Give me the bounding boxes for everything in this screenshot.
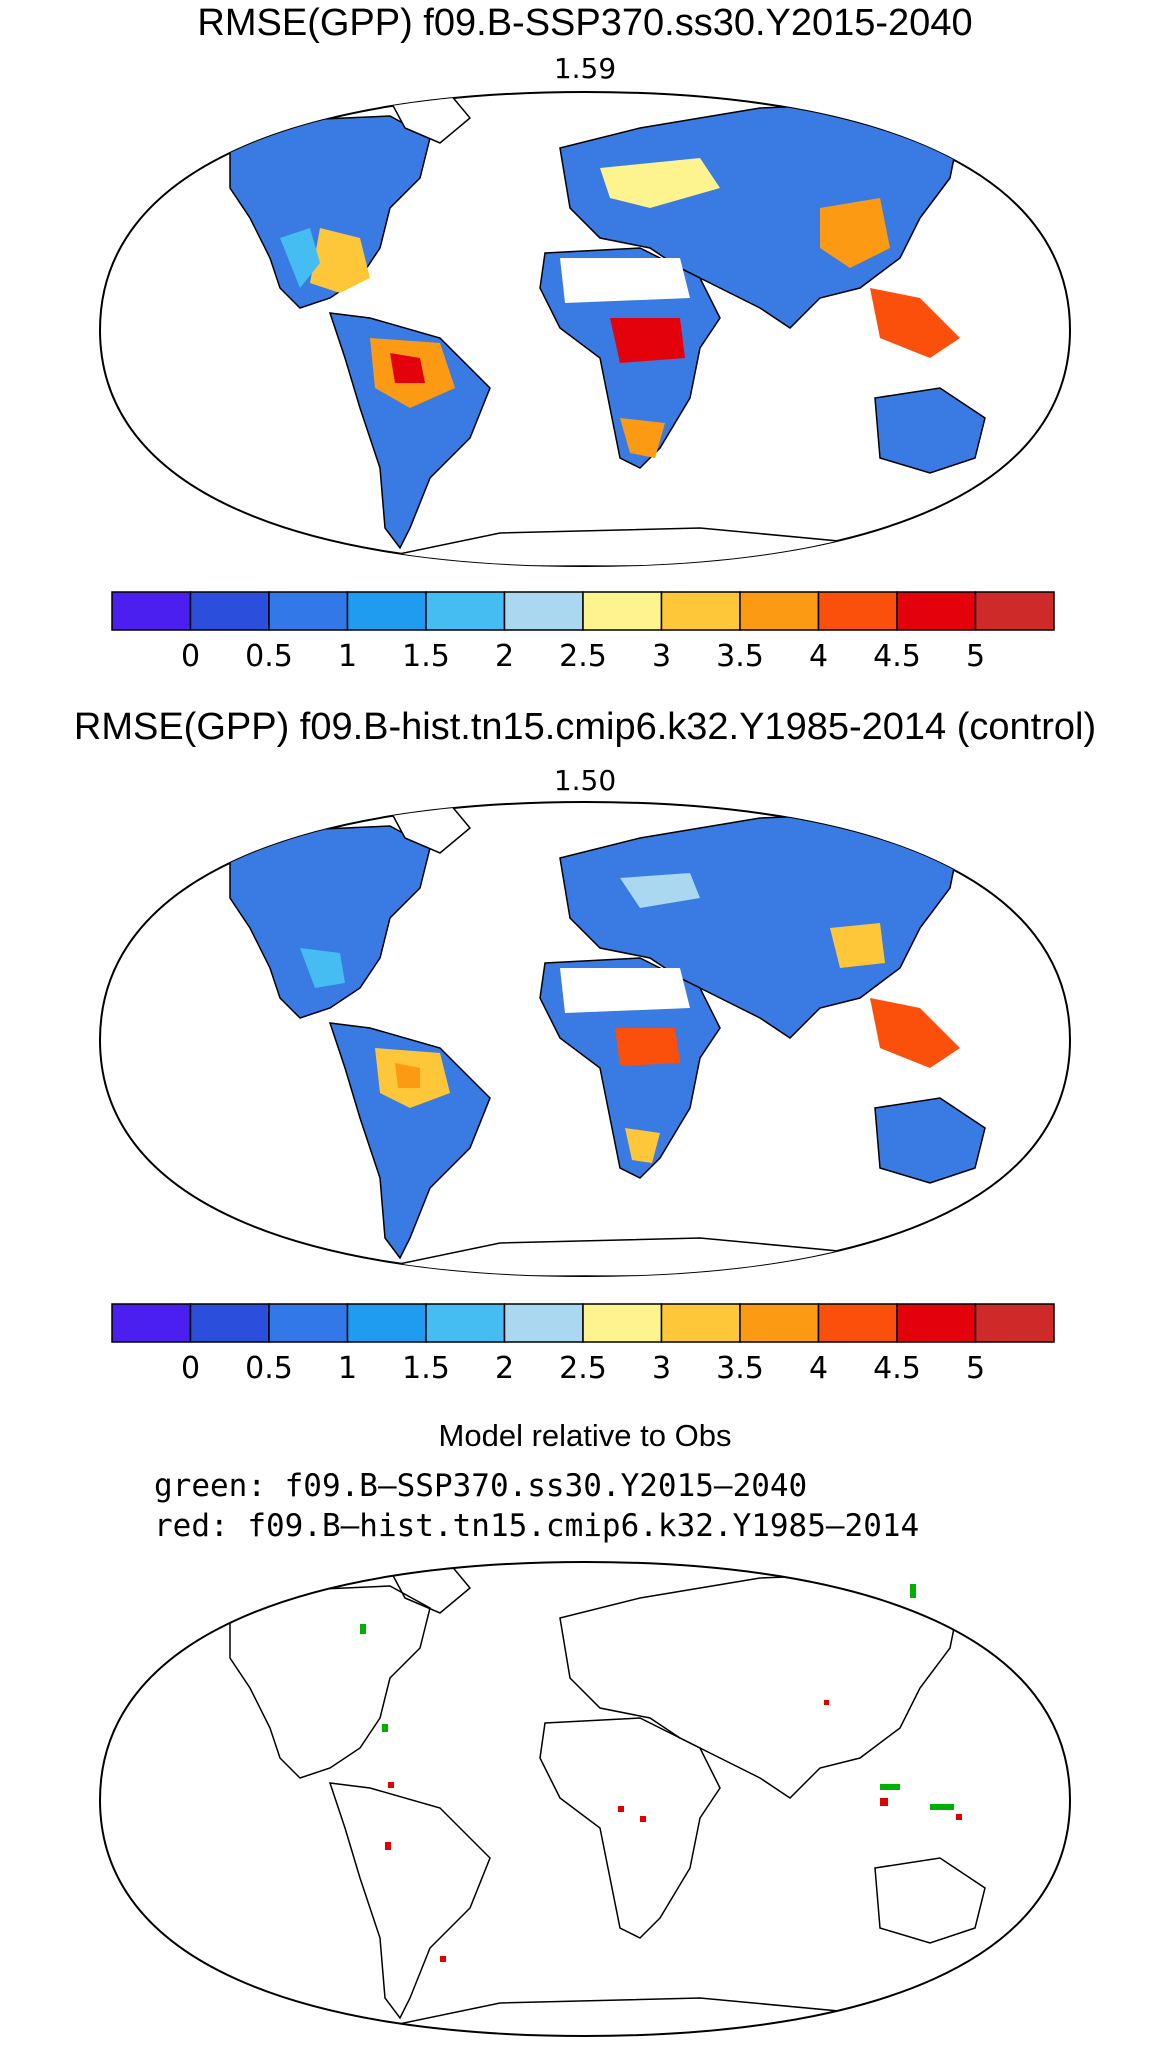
colorbar-tick-label: 4.5 bbox=[873, 639, 921, 674]
colorbar-swatch bbox=[660, 1303, 741, 1343]
colorbar-swatch bbox=[268, 591, 349, 631]
colorbar-tick-label: 2.5 bbox=[559, 1351, 607, 1386]
red-marker bbox=[640, 1816, 646, 1822]
colorbar-tick-label: 2.5 bbox=[559, 639, 607, 674]
colorbar-tick-label: 0 bbox=[181, 1351, 200, 1386]
colorbar-swatch bbox=[817, 1303, 898, 1343]
colorbar-tick-label: 5 bbox=[966, 1351, 985, 1386]
colorbar-tick-label: 1 bbox=[338, 639, 357, 674]
colorbar-swatch bbox=[503, 1303, 584, 1343]
colorbar-1: 0 0.5 1 1.5 2 2.5 3 3.5 4 4.5 5 bbox=[111, 591, 1055, 674]
colorbar-tick-label: 4 bbox=[809, 639, 828, 674]
colorbar-swatch bbox=[582, 1303, 663, 1343]
south-america bbox=[328, 312, 491, 550]
green-marker bbox=[880, 1784, 900, 1790]
map-comparison bbox=[98, 1560, 1072, 2038]
panel-1-value: 1.59 bbox=[553, 52, 617, 85]
colorbar-swatch bbox=[739, 1303, 820, 1343]
colorbar-tick-label: 1.5 bbox=[402, 639, 450, 674]
colorbar-tick-label: 4.5 bbox=[873, 1351, 921, 1386]
green-marker bbox=[360, 1624, 366, 1634]
colorbar-swatch bbox=[111, 1303, 192, 1343]
colorbar-swatch bbox=[503, 591, 584, 631]
green-marker bbox=[930, 1804, 954, 1810]
colorbar-tick-label: 2 bbox=[495, 639, 514, 674]
colorbar-swatch bbox=[346, 1303, 427, 1343]
colorbar-tick-label: 5 bbox=[966, 639, 985, 674]
colorbar-swatch bbox=[817, 591, 898, 631]
colorbar-tick-label: 0 bbox=[181, 639, 200, 674]
red-marker bbox=[618, 1806, 624, 1812]
comparison-red-label: red: f09.B—hist.tn15.cmip6.k32.Y1985—201… bbox=[154, 1508, 920, 1544]
red-marker bbox=[388, 1782, 394, 1788]
red-marker bbox=[385, 1842, 391, 1850]
globe-outline bbox=[98, 1560, 1072, 2038]
colorbar-swatch bbox=[111, 591, 192, 631]
colorbar-swatch bbox=[425, 591, 506, 631]
australia bbox=[874, 387, 986, 474]
panel-2-title: RMSE(GPP) f09.B-hist.tn15.cmip6.k32.Y198… bbox=[73, 706, 1097, 748]
colorbar-tick-label: 3.5 bbox=[716, 639, 764, 674]
red-marker bbox=[880, 1798, 888, 1806]
colorbar-2: 0 0.5 1 1.5 2 2.5 3 3.5 4 4.5 5 bbox=[111, 1303, 1055, 1386]
map-panel-1 bbox=[98, 90, 1072, 568]
colorbar-swatch bbox=[739, 591, 820, 631]
colorbar-swatch bbox=[346, 591, 427, 631]
map-panel-2 bbox=[98, 800, 1072, 1278]
colorbar-swatch bbox=[974, 1303, 1055, 1343]
red-marker bbox=[440, 1956, 446, 1962]
colorbar-swatch bbox=[974, 591, 1055, 631]
colorbar-tick-label: 0.5 bbox=[245, 639, 293, 674]
red-marker bbox=[956, 1814, 962, 1820]
colorbar-tick-label: 2 bbox=[495, 1351, 514, 1386]
colorbar-swatch bbox=[425, 1303, 506, 1343]
colorbar-tick-label: 4 bbox=[809, 1351, 828, 1386]
colorbar-swatch bbox=[189, 591, 270, 631]
colorbar-swatch bbox=[582, 591, 663, 631]
colorbar-swatch bbox=[660, 591, 741, 631]
colorbar-tick-label: 1.5 bbox=[402, 1351, 450, 1386]
comparison-green-label: green: f09.B—SSP370.ss30.Y2015—2040 bbox=[154, 1468, 808, 1504]
difference-markers bbox=[360, 1584, 962, 1962]
colorbar-tick-label: 3 bbox=[652, 1351, 671, 1386]
colorbar-swatch bbox=[189, 1303, 270, 1343]
colorbar-tick-label: 0.5 bbox=[245, 1351, 293, 1386]
green-marker bbox=[382, 1724, 388, 1732]
panel-2-value: 1.50 bbox=[553, 764, 617, 797]
colorbar-tick-label: 3 bbox=[652, 639, 671, 674]
panel-1-title: RMSE(GPP) f09.B-SSP370.ss30.Y2015-2040 bbox=[197, 2, 973, 44]
red-marker bbox=[824, 1700, 829, 1705]
colorbar-tick-label: 3.5 bbox=[716, 1351, 764, 1386]
green-marker bbox=[910, 1584, 916, 1598]
colorbar-tick-label: 1 bbox=[338, 1351, 357, 1386]
colorbar-swatch bbox=[896, 1303, 977, 1343]
colorbar-swatch bbox=[268, 1303, 349, 1343]
colorbar-swatch bbox=[896, 591, 977, 631]
comparison-title: Model relative to Obs bbox=[438, 1418, 732, 1453]
